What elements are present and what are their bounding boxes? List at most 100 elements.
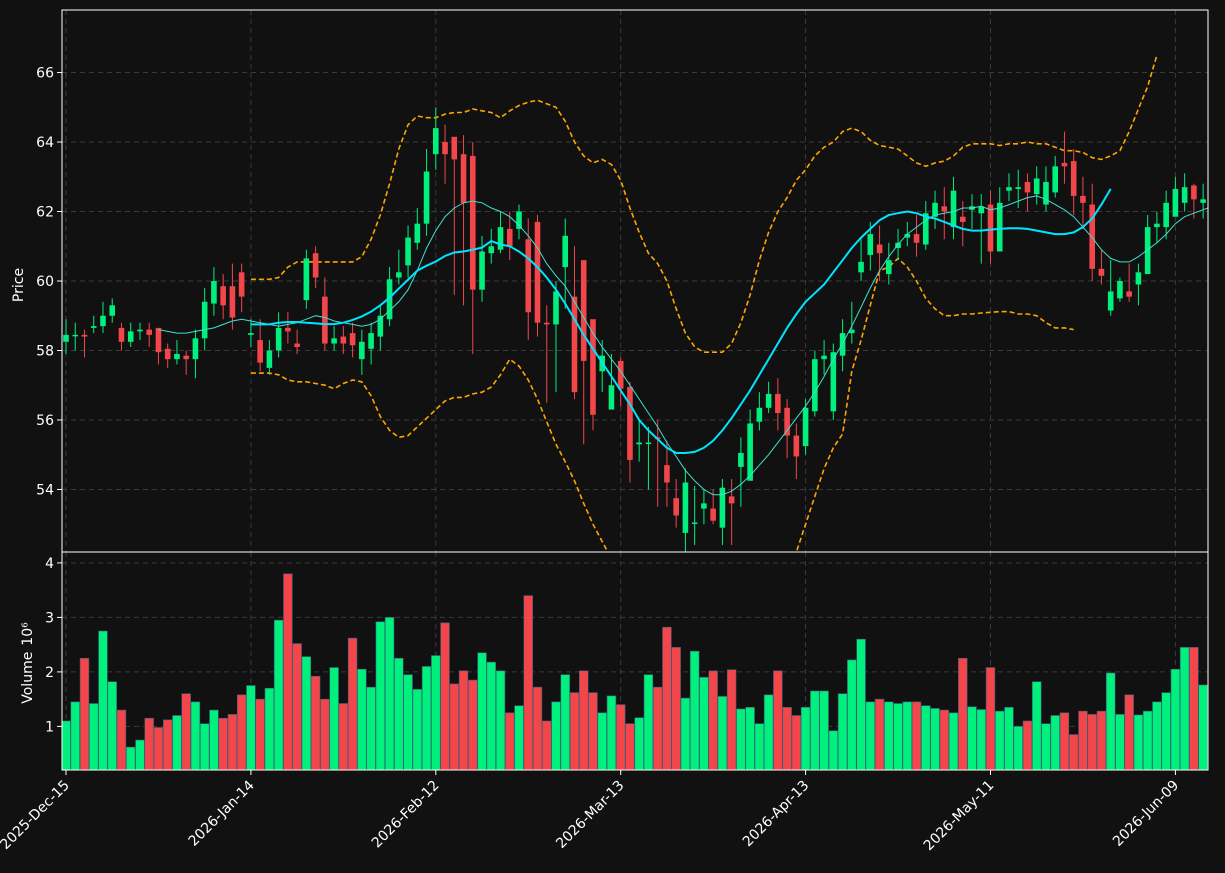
volume-bar	[246, 685, 256, 770]
candle-body	[1061, 162, 1068, 167]
volume-bar	[1041, 723, 1051, 770]
candle-body	[238, 272, 245, 297]
candle-body	[257, 340, 263, 363]
candle-body	[932, 202, 938, 217]
volume-bar	[634, 717, 644, 770]
candle-body	[1191, 185, 1197, 200]
volume-bar	[514, 705, 524, 770]
volume-bar	[930, 708, 940, 770]
candle-body	[617, 360, 624, 389]
volume-bar	[1069, 734, 1079, 770]
candle-body	[543, 322, 550, 325]
candle-body	[525, 239, 532, 313]
volume-bar	[976, 709, 986, 770]
candle-body	[211, 281, 217, 304]
volume-bar	[763, 694, 774, 770]
volume-bar	[736, 708, 746, 770]
bollinger-bands	[250, 54, 1158, 552]
volume-bar	[403, 674, 413, 770]
candle-body	[497, 227, 504, 250]
candle-body	[1117, 281, 1123, 299]
volume-bar	[689, 650, 700, 770]
candle-body	[1126, 291, 1132, 297]
volume-bar	[819, 690, 829, 770]
volume-bar	[264, 687, 275, 770]
volume-bar	[1198, 684, 1208, 770]
band-lower-line	[250, 257, 1074, 552]
candle-body	[553, 291, 559, 325]
candle-body	[322, 296, 328, 344]
candle-body	[192, 338, 199, 360]
candle-body	[100, 315, 106, 327]
candle-body	[386, 279, 393, 320]
volume-bar	[1096, 710, 1107, 770]
volume-bar	[523, 595, 533, 770]
candle-body	[118, 327, 125, 342]
volume-bar	[172, 715, 182, 770]
volume-bar	[1087, 714, 1097, 770]
volume-bar	[79, 657, 90, 770]
candle-body	[442, 142, 448, 155]
candle-body	[784, 407, 790, 436]
volume-bar	[782, 707, 792, 770]
candle-body	[950, 190, 957, 228]
candle-body	[506, 228, 513, 247]
band-upper-line	[250, 54, 1158, 353]
candle-body	[802, 407, 809, 447]
volume-y-tick-label: 1	[45, 719, 54, 735]
volume-bar	[70, 701, 80, 770]
volume-bar	[995, 710, 1005, 770]
candle-body	[1107, 291, 1114, 311]
candle-body	[849, 329, 855, 334]
price-y-tick-label: 64	[36, 135, 54, 151]
candle-body	[710, 508, 716, 521]
volume-bar	[1189, 647, 1199, 770]
candle-body	[405, 237, 411, 266]
volume-bar	[89, 703, 99, 770]
volume-bar	[791, 715, 802, 770]
candle-body	[1181, 187, 1188, 203]
volume-label: Volume	[20, 652, 36, 704]
volume-bar	[551, 701, 561, 770]
candle-body	[775, 393, 781, 414]
candle-body	[146, 329, 153, 335]
price-y-tick-label: 54	[36, 482, 54, 498]
candle-body	[562, 235, 569, 268]
volume-bar	[958, 657, 968, 770]
volume-y-tick-label: 2	[45, 665, 54, 681]
volume-bar	[126, 746, 136, 770]
price-y-axis-title: Price	[11, 268, 27, 302]
volume-bar	[181, 693, 191, 770]
volume-bar	[227, 714, 238, 770]
candle-body	[830, 352, 837, 412]
volume-bar	[542, 720, 552, 770]
volume-bar	[190, 701, 201, 770]
candle-body	[229, 286, 236, 318]
volume-bar	[62, 720, 71, 770]
volume-bar	[615, 704, 626, 770]
volume-bar	[569, 692, 580, 770]
candle-body	[275, 327, 282, 351]
volume-bar	[440, 622, 450, 770]
candle-body	[1098, 268, 1105, 276]
volume-bar	[1105, 672, 1116, 770]
candle-body	[904, 234, 911, 238]
volume-bar	[680, 697, 691, 770]
volume-bar	[412, 689, 423, 770]
candle-body	[349, 333, 356, 346]
price-gridlines	[62, 10, 1208, 552]
volume-bar	[236, 694, 247, 770]
volume-bar	[458, 670, 469, 770]
volume-panel: 1 2 3 4 Volume 10⁶	[20, 551, 1209, 771]
candle-body	[812, 359, 818, 412]
candle-body	[719, 487, 726, 528]
candle-body	[765, 393, 772, 408]
volume-bar	[800, 707, 811, 770]
candle-body	[1089, 204, 1095, 269]
candle-body	[469, 155, 476, 290]
volume-bar	[98, 630, 108, 770]
volume-bar	[218, 717, 228, 770]
volume-bar	[1078, 710, 1088, 770]
volume-y-tick-label: 3	[45, 610, 54, 626]
candle-body	[174, 353, 180, 360]
